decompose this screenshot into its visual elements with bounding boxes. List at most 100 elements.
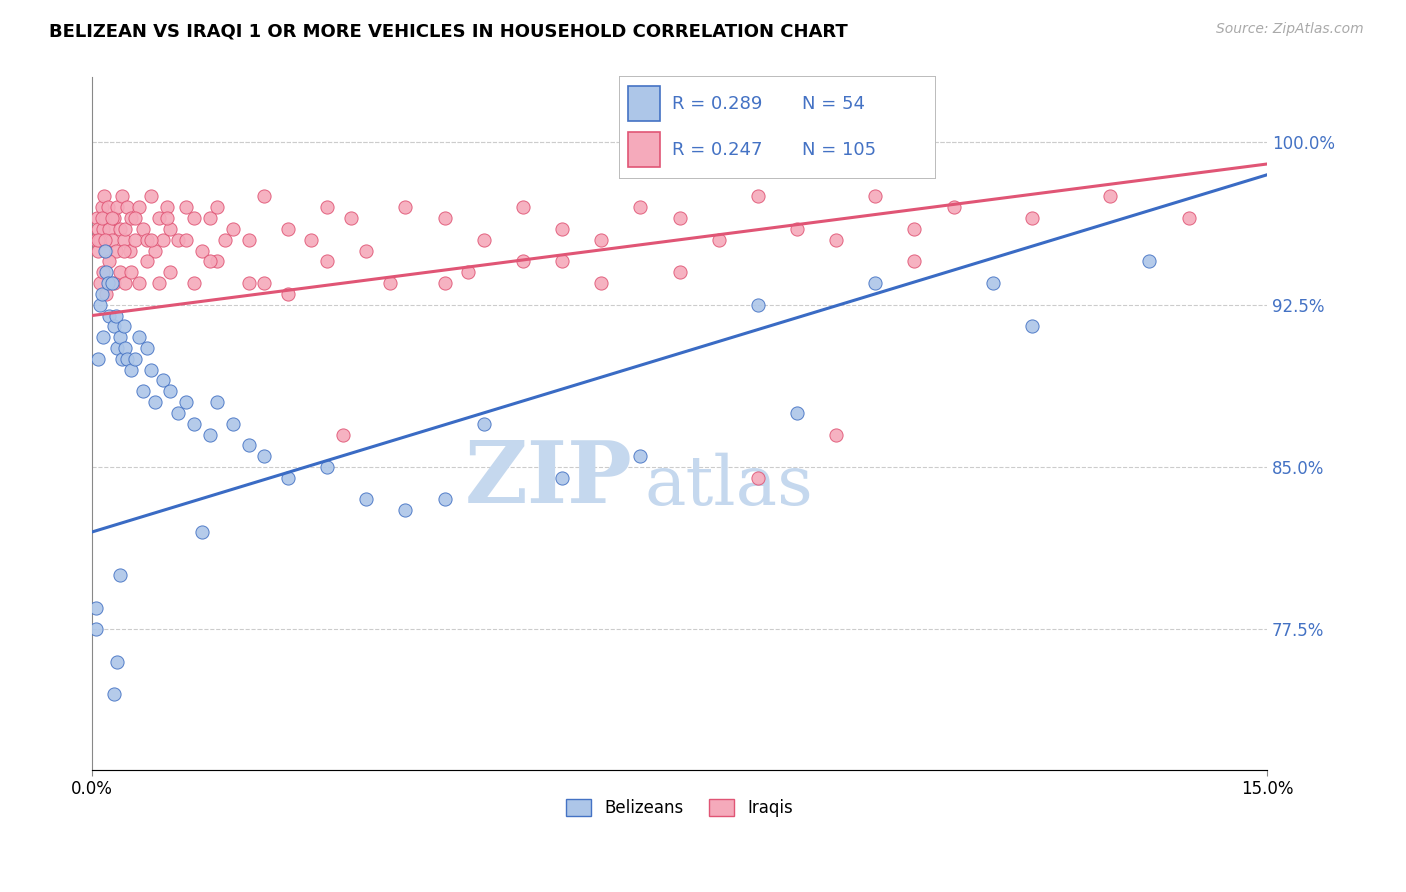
Point (105, 200, 128, 214)
Point (512, 200, 534, 214)
Point (174, 200, 197, 214)
Point (786, 406, 808, 420)
Point (253, 449, 276, 463)
Point (103, 319, 125, 334)
Point (457, 265, 479, 279)
Point (103, 276, 125, 290)
Point (124, 211, 146, 226)
Point (90, 211, 112, 226)
Point (103, 211, 125, 226)
Point (118, 244, 141, 258)
Point (114, 276, 136, 290)
Point (86, 244, 108, 258)
Point (91, 222, 114, 236)
Point (191, 524, 214, 539)
Point (865, 276, 887, 290)
Text: atlas: atlas (644, 453, 813, 519)
Point (747, 471, 769, 485)
Point (87, 222, 110, 236)
Point (108, 265, 131, 279)
Point (591, 233, 613, 247)
Point (139, 189, 162, 203)
Text: N = 105: N = 105 (801, 141, 876, 159)
Point (87, 233, 110, 247)
Point (90, 200, 112, 214)
Point (104, 309, 127, 323)
Point (1177, 211, 1199, 226)
Point (277, 222, 299, 236)
Point (942, 200, 965, 214)
Point (143, 395, 166, 409)
Point (198, 211, 221, 226)
Point (472, 233, 495, 247)
Bar (628, 132, 659, 167)
Point (91, 265, 114, 279)
Point (198, 254, 221, 268)
Point (120, 265, 142, 279)
Point (903, 254, 925, 268)
Point (111, 351, 134, 366)
Point (551, 222, 574, 236)
Point (207, 254, 229, 268)
Point (108, 330, 131, 344)
Point (96, 265, 118, 279)
Point (148, 211, 170, 226)
Point (668, 211, 690, 226)
Point (1139, 254, 1161, 268)
Point (89, 276, 111, 290)
Point (112, 244, 135, 258)
Text: Source: ZipAtlas.com: Source: ZipAtlas.com (1216, 22, 1364, 37)
Point (124, 233, 146, 247)
Point (104, 244, 127, 258)
Point (825, 233, 848, 247)
Point (1021, 319, 1043, 334)
Point (103, 687, 125, 701)
Point (90, 286, 112, 301)
Point (159, 265, 181, 279)
Point (316, 254, 339, 268)
Point (183, 417, 205, 431)
Point (152, 373, 174, 387)
Bar (628, 87, 659, 121)
Point (86, 211, 108, 226)
Point (112, 233, 135, 247)
Point (139, 362, 162, 376)
Point (222, 222, 245, 236)
Point (981, 276, 1004, 290)
Point (124, 351, 146, 366)
Point (132, 384, 155, 399)
Point (512, 254, 534, 268)
Point (155, 200, 177, 214)
Point (668, 265, 690, 279)
Point (98, 222, 121, 236)
Point (356, 492, 378, 507)
Point (117, 351, 139, 366)
Point (903, 222, 925, 236)
Point (100, 211, 122, 226)
Point (253, 276, 276, 290)
Point (93, 189, 115, 203)
Point (551, 471, 574, 485)
Point (128, 200, 150, 214)
Legend: Belizeans, Iraqis: Belizeans, Iraqis (560, 792, 800, 824)
Point (117, 200, 139, 214)
Point (93, 211, 115, 226)
Point (238, 438, 260, 452)
Point (84, 233, 107, 247)
Point (786, 222, 808, 236)
Point (112, 319, 135, 334)
Y-axis label: 1 or more Vehicles in Household: 1 or more Vehicles in Household (0, 300, 7, 548)
Point (93, 233, 115, 247)
Point (91, 330, 114, 344)
Text: R = 0.289: R = 0.289 (672, 95, 763, 112)
Point (628, 449, 651, 463)
Point (120, 362, 142, 376)
Point (108, 222, 131, 236)
Point (105, 341, 128, 355)
Point (128, 330, 150, 344)
Point (394, 503, 416, 517)
Text: BELIZEAN VS IRAQI 1 OR MORE VEHICLES IN HOUSEHOLD CORRELATION CHART: BELIZEAN VS IRAQI 1 OR MORE VEHICLES IN … (49, 22, 848, 40)
Point (207, 200, 229, 214)
Point (136, 341, 159, 355)
Point (825, 427, 848, 442)
